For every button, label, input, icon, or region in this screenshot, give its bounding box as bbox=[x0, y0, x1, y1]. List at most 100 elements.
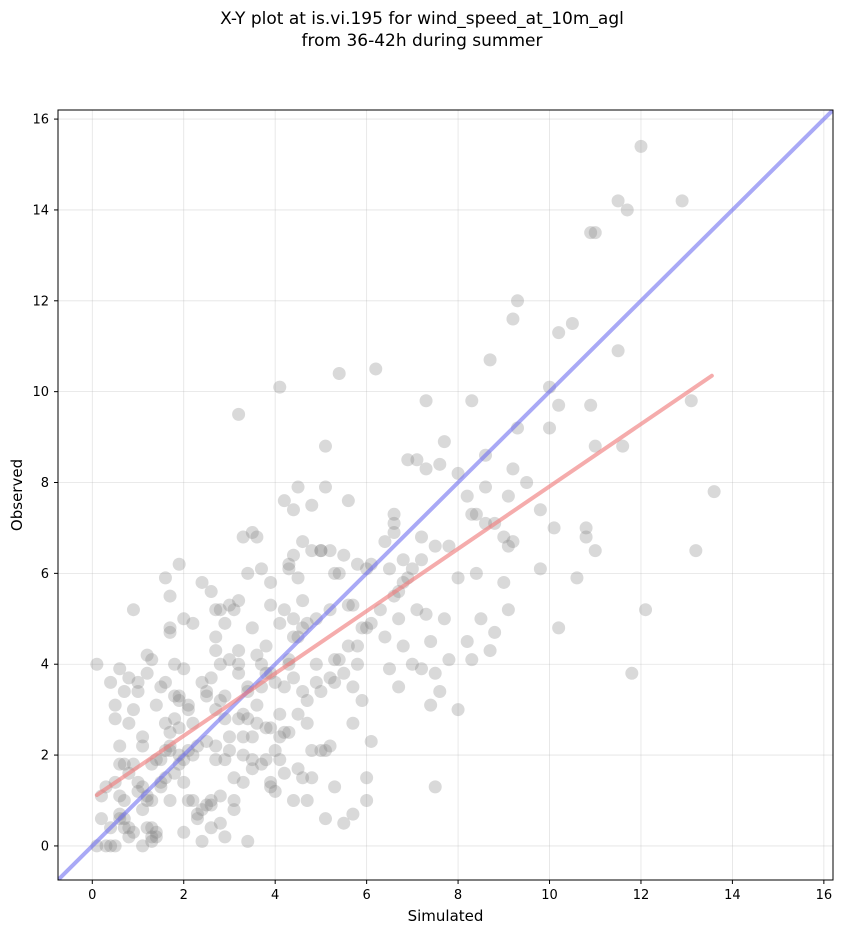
data-point bbox=[268, 675, 282, 689]
data-point bbox=[117, 757, 131, 771]
data-point bbox=[273, 707, 287, 721]
data-point bbox=[282, 562, 296, 576]
data-point bbox=[195, 803, 209, 817]
data-point bbox=[639, 603, 653, 617]
data-point bbox=[675, 194, 689, 208]
data-point bbox=[355, 621, 369, 635]
data-point bbox=[465, 507, 479, 521]
data-point bbox=[250, 648, 264, 662]
data-point bbox=[158, 716, 172, 730]
data-point bbox=[318, 744, 332, 758]
y-tick-label: 6 bbox=[41, 567, 49, 582]
data-point bbox=[204, 585, 218, 599]
fit-line bbox=[94, 373, 714, 798]
data-point bbox=[104, 839, 118, 853]
data-point bbox=[186, 794, 200, 808]
data-point bbox=[250, 698, 264, 712]
data-point bbox=[245, 525, 259, 539]
data-point bbox=[405, 657, 419, 671]
data-point bbox=[543, 421, 557, 435]
data-point bbox=[195, 575, 209, 589]
data-point bbox=[282, 725, 296, 739]
data-point bbox=[442, 653, 456, 667]
data-point bbox=[213, 657, 227, 671]
data-point bbox=[108, 698, 122, 712]
data-point bbox=[341, 494, 355, 508]
x-tick-label: 6 bbox=[362, 888, 370, 903]
data-point bbox=[136, 730, 150, 744]
data-point bbox=[332, 366, 346, 380]
data-point bbox=[149, 698, 163, 712]
data-point bbox=[113, 662, 127, 676]
data-point bbox=[364, 734, 378, 748]
data-point bbox=[177, 825, 191, 839]
data-point bbox=[318, 812, 332, 826]
data-point bbox=[209, 739, 223, 753]
data-point bbox=[392, 680, 406, 694]
data-point bbox=[232, 657, 246, 671]
data-point bbox=[136, 839, 150, 853]
data-point bbox=[565, 317, 579, 331]
data-point bbox=[309, 675, 323, 689]
data-point bbox=[145, 794, 159, 808]
x-tick-label: 14 bbox=[724, 888, 741, 903]
data-point bbox=[232, 712, 246, 726]
data-point bbox=[300, 794, 314, 808]
data-point bbox=[547, 521, 561, 535]
data-point bbox=[414, 530, 428, 544]
y-tick-label: 10 bbox=[32, 385, 49, 400]
data-point bbox=[428, 780, 442, 794]
data-point bbox=[186, 616, 200, 630]
data-point bbox=[323, 544, 337, 558]
data-point bbox=[497, 575, 511, 589]
data-point bbox=[286, 503, 300, 517]
data-point bbox=[291, 707, 305, 721]
data-point bbox=[291, 762, 305, 776]
data-point bbox=[172, 689, 186, 703]
data-point bbox=[552, 398, 566, 412]
data-point bbox=[437, 612, 451, 626]
axis-ticks: 0 2 4 6 8 10 12 14 16 0 2 4 6 8 10 12 14 16 bbox=[32, 113, 832, 903]
data-point bbox=[232, 666, 246, 680]
data-point bbox=[126, 703, 140, 717]
data-point bbox=[236, 730, 250, 744]
data-point bbox=[264, 721, 278, 735]
data-point bbox=[158, 675, 172, 689]
data-point bbox=[264, 780, 278, 794]
data-point bbox=[259, 721, 273, 735]
data-point bbox=[113, 789, 127, 803]
data-point bbox=[277, 680, 291, 694]
data-point bbox=[108, 839, 122, 853]
data-point bbox=[483, 644, 497, 658]
data-point bbox=[296, 771, 310, 785]
data-point bbox=[163, 589, 177, 603]
data-point bbox=[108, 712, 122, 726]
data-point bbox=[168, 712, 182, 726]
data-point bbox=[318, 439, 332, 453]
data-point bbox=[200, 689, 214, 703]
data-point bbox=[579, 530, 593, 544]
data-point bbox=[140, 821, 154, 835]
data-point bbox=[245, 762, 259, 776]
data-point bbox=[264, 575, 278, 589]
data-point bbox=[332, 566, 346, 580]
data-point bbox=[314, 544, 328, 558]
data-point bbox=[506, 312, 520, 326]
data-point bbox=[113, 757, 127, 771]
data-point bbox=[355, 694, 369, 708]
data-point bbox=[245, 753, 259, 767]
data-point bbox=[131, 684, 145, 698]
data-point bbox=[122, 716, 136, 730]
data-point bbox=[584, 398, 598, 412]
data-point bbox=[273, 616, 287, 630]
data-point bbox=[634, 139, 648, 153]
data-point bbox=[277, 603, 291, 617]
data-point bbox=[360, 794, 374, 808]
data-point bbox=[360, 621, 374, 635]
data-point bbox=[222, 598, 236, 612]
data-point bbox=[250, 530, 264, 544]
data-point bbox=[410, 453, 424, 467]
data-point bbox=[250, 716, 264, 730]
data-point bbox=[218, 830, 232, 844]
data-point bbox=[232, 644, 246, 658]
